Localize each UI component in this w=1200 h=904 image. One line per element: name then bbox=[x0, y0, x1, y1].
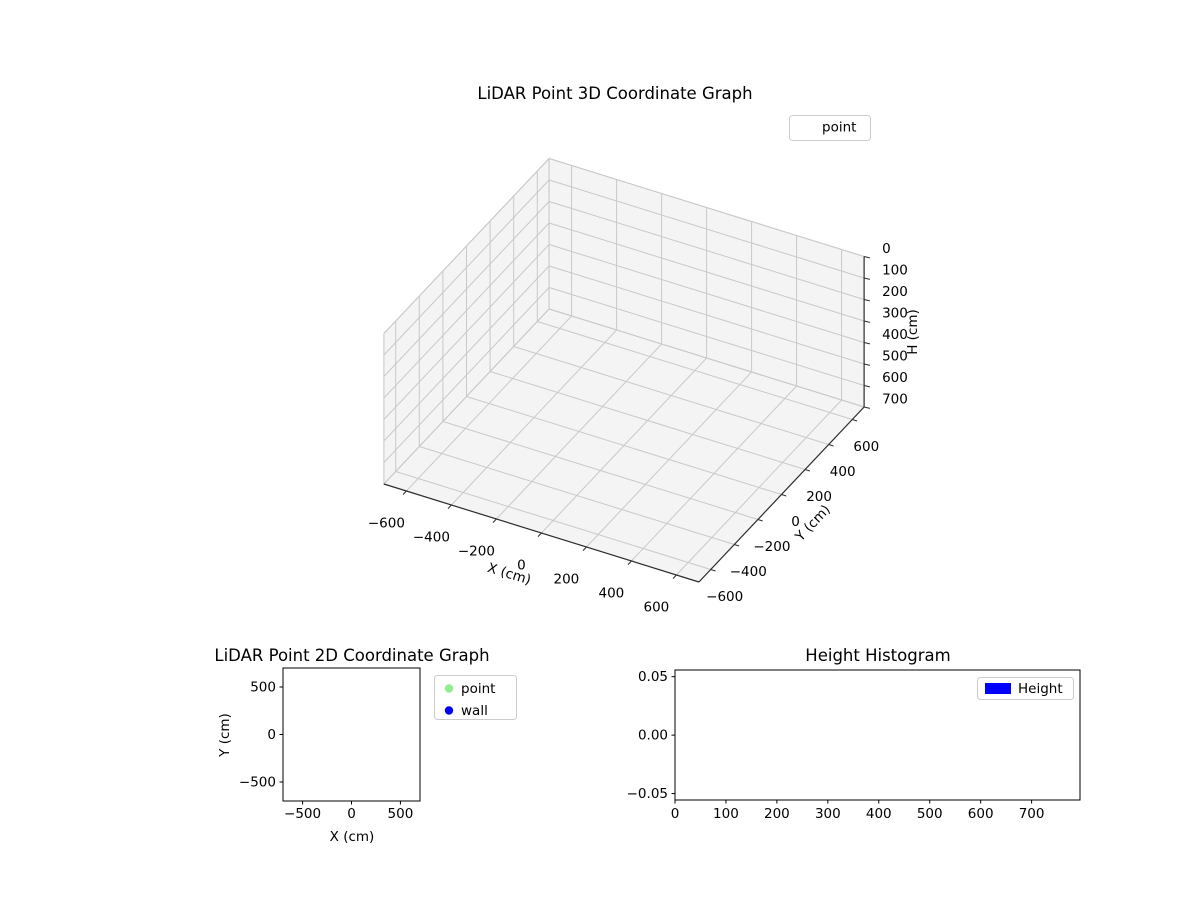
grid-line-z bbox=[383, 243, 865, 420]
tick-label: −500 bbox=[239, 775, 276, 791]
plot-2d-legend: point wall bbox=[434, 675, 517, 720]
legend-label-height: Height bbox=[1018, 681, 1063, 697]
tick-mark bbox=[447, 504, 452, 509]
tick-mark bbox=[863, 363, 871, 366]
tick-label: 400 bbox=[830, 464, 856, 480]
tick-mark bbox=[492, 518, 497, 523]
tick-label: 300 bbox=[882, 306, 908, 322]
plot-3d: −600−400−2000200400600−600−400−200020040… bbox=[368, 157, 908, 616]
plot-3d-zlabel: H (cm) bbox=[905, 309, 921, 355]
tick-label: 400 bbox=[882, 327, 908, 343]
tick-label: −400 bbox=[730, 564, 767, 580]
tick-label: −200 bbox=[458, 544, 495, 560]
legend-label-wall: wall bbox=[461, 703, 488, 719]
plot-2d-xlabel: X (cm) bbox=[330, 829, 375, 845]
tick-label: 600 bbox=[853, 439, 879, 455]
tick-label: 200 bbox=[806, 489, 832, 505]
legend-label-point: point bbox=[822, 120, 856, 136]
axes-frame bbox=[282, 667, 421, 802]
tick-label: 500 bbox=[917, 806, 943, 822]
tick-mark bbox=[863, 256, 871, 259]
plot-2d: −500 0 500 500 0 −500 bbox=[239, 667, 421, 822]
tick-label: 0 bbox=[882, 241, 891, 257]
plot-3d-xlabel: X (cm) bbox=[485, 560, 532, 588]
tick-label: 100 bbox=[882, 263, 908, 279]
tick-mark bbox=[863, 299, 871, 302]
tick-label: 0 bbox=[671, 806, 680, 822]
tick-label: −600 bbox=[368, 516, 405, 532]
tick-mark bbox=[863, 406, 871, 409]
tick-mark bbox=[828, 444, 834, 447]
plot-3d-title: LiDAR Point 3D Coordinate Graph bbox=[477, 84, 752, 103]
tick-label: 0 bbox=[791, 514, 800, 530]
tick-mark bbox=[537, 532, 542, 537]
tick-mark bbox=[672, 574, 677, 579]
height-patch-icon bbox=[985, 683, 1011, 694]
point-marker-icon bbox=[444, 684, 454, 693]
tick-mark bbox=[627, 560, 632, 565]
tick-label: 600 bbox=[968, 806, 994, 822]
histogram-legend: Height bbox=[977, 677, 1074, 700]
legend-frame bbox=[434, 675, 517, 720]
plot-2d-ylabel: Y (cm) bbox=[217, 713, 233, 758]
legend-frame bbox=[789, 115, 871, 141]
tick-mark bbox=[863, 320, 871, 323]
grid-line-z bbox=[383, 179, 865, 356]
tick-label: 400 bbox=[599, 586, 625, 602]
histogram-title: Height Histogram bbox=[805, 646, 950, 665]
tick-label: 500 bbox=[882, 349, 908, 365]
tick-label: 200 bbox=[882, 284, 908, 300]
tick-mark bbox=[582, 546, 587, 551]
wall-marker-icon bbox=[444, 706, 454, 715]
tick-label: 200 bbox=[554, 572, 580, 588]
tick-label: −0.05 bbox=[627, 786, 668, 802]
tick-mark bbox=[852, 419, 858, 422]
tick-label: 300 bbox=[815, 806, 841, 822]
tick-label: 0.05 bbox=[638, 669, 668, 685]
tick-mark bbox=[710, 569, 716, 572]
grid-line-z bbox=[383, 157, 865, 334]
tick-label: −600 bbox=[706, 589, 743, 605]
tick-label: 100 bbox=[713, 806, 739, 822]
tick-mark bbox=[402, 490, 407, 495]
tick-mark bbox=[863, 342, 871, 345]
tick-label: 0 bbox=[347, 806, 356, 822]
tick-mark bbox=[757, 519, 763, 522]
tick-label: 600 bbox=[644, 600, 670, 616]
tick-label: 0 bbox=[517, 558, 526, 574]
tick-label: 200 bbox=[764, 806, 790, 822]
tick-label: 700 bbox=[1019, 806, 1045, 822]
tick-label: 600 bbox=[882, 370, 908, 386]
tick-label: 700 bbox=[882, 392, 908, 408]
tick-label: 500 bbox=[388, 806, 414, 822]
grid-line-z bbox=[383, 308, 865, 485]
tick-mark bbox=[863, 385, 871, 388]
tick-label: 0 bbox=[267, 727, 276, 743]
tick-mark bbox=[781, 494, 787, 497]
grid-line-z bbox=[383, 222, 865, 399]
plot-2d-title: LiDAR Point 2D Coordinate Graph bbox=[214, 646, 489, 665]
tick-label: 500 bbox=[250, 680, 276, 696]
tick-label: −400 bbox=[413, 530, 450, 546]
tick-label: 400 bbox=[866, 806, 892, 822]
legend-label-point: point bbox=[461, 681, 495, 697]
tick-label: −500 bbox=[284, 806, 321, 822]
plot-3d-legend: point bbox=[789, 115, 871, 141]
tick-mark bbox=[734, 544, 740, 547]
tick-label: 0.00 bbox=[638, 728, 668, 744]
tick-mark bbox=[804, 469, 811, 472]
grid-line-z bbox=[383, 200, 865, 377]
grid-line-z bbox=[383, 265, 865, 442]
tick-mark bbox=[863, 277, 871, 280]
grid-line-z bbox=[383, 286, 865, 463]
tick-label: −200 bbox=[753, 539, 790, 555]
